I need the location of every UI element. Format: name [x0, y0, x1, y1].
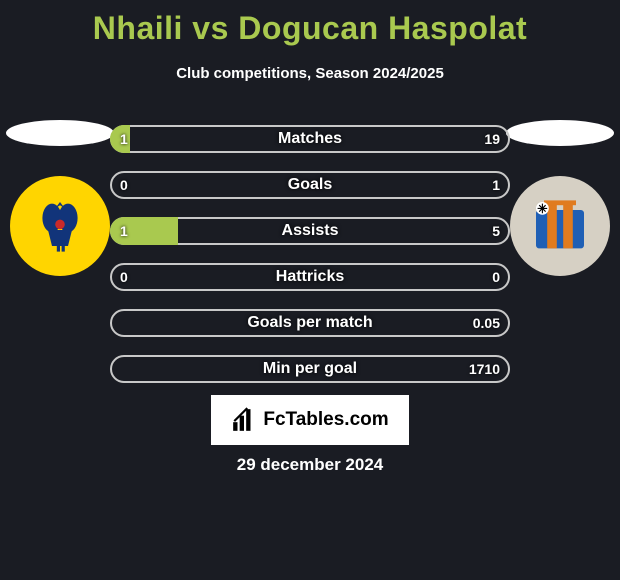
player-left-club-crest: [10, 176, 110, 276]
stat-label: Assists: [282, 222, 339, 240]
eagle-crest-icon: [20, 186, 100, 266]
stat-left-value: 1: [120, 223, 128, 239]
stat-row: 0 Hattricks 0: [110, 263, 510, 291]
stat-label: Hattricks: [276, 268, 344, 286]
player-left-slot: [0, 120, 120, 276]
player-right-avatar-placeholder: [506, 120, 614, 146]
stat-left-value: 0: [120, 177, 128, 193]
stat-row: Min per goal 1710: [110, 355, 510, 383]
stat-right-value: 0.05: [473, 315, 500, 331]
stats-bars: 1 Matches 19 0 Goals 1 1 Assists 5 0 Hat…: [110, 125, 510, 401]
fctables-logo-icon: [231, 407, 257, 433]
stat-right-value: 1: [492, 177, 500, 193]
fctables-badge[interactable]: FcTables.com: [211, 395, 409, 445]
stat-right-value: 1710: [469, 361, 500, 377]
stat-row: 1 Assists 5: [110, 217, 510, 245]
player-left-avatar-placeholder: [6, 120, 114, 146]
stat-row: 0 Goals 1: [110, 171, 510, 199]
stat-row: Goals per match 0.05: [110, 309, 510, 337]
page-title: Nhaili vs Dogucan Haspolat: [0, 0, 620, 47]
castle-crest-icon: [520, 186, 600, 266]
stat-left-value: 1: [120, 131, 128, 147]
stat-row: 1 Matches 19: [110, 125, 510, 153]
stat-right-value: 0: [492, 269, 500, 285]
stat-right-value: 19: [484, 131, 500, 147]
stat-label: Min per goal: [263, 360, 357, 378]
fctables-label: FcTables.com: [263, 409, 388, 431]
player-right-club-crest: [510, 176, 610, 276]
stat-label: Goals per match: [247, 314, 372, 332]
player-right-slot: [500, 120, 620, 276]
date: 29 december 2024: [0, 455, 620, 475]
subtitle: Club competitions, Season 2024/2025: [0, 65, 620, 82]
stat-label: Goals: [288, 176, 332, 194]
stat-label: Matches: [278, 130, 342, 148]
stat-left-value: 0: [120, 269, 128, 285]
stat-right-value: 5: [492, 223, 500, 239]
